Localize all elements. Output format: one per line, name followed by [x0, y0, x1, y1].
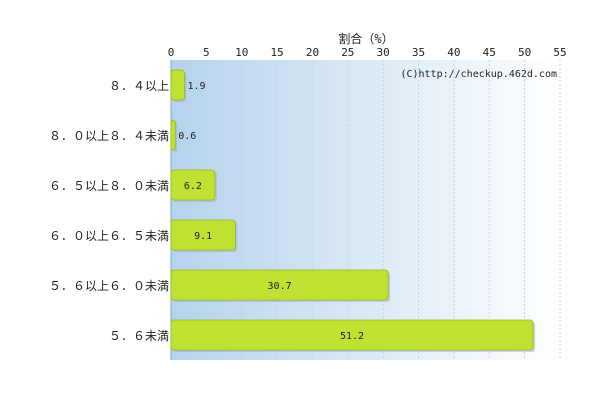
bar: [170, 319, 534, 351]
category-label: ５．６未満: [109, 329, 169, 343]
value-label: 51.2: [340, 331, 364, 342]
bar: [170, 269, 389, 301]
x-tick-label: 15: [270, 46, 283, 59]
x-tick-label: 0: [168, 46, 175, 59]
value-label: 0.6: [178, 131, 196, 142]
value-label: 9.1: [194, 231, 212, 242]
value-label: 6.2: [184, 181, 202, 192]
gridlines: [170, 60, 561, 360]
x-tick-label: 25: [341, 46, 354, 59]
x-tick-label: 10: [235, 46, 248, 59]
category-label: ８．０以上８．４未満: [49, 129, 169, 143]
category-label: ５．６以上６．０未満: [49, 279, 169, 293]
x-tick-label: 45: [483, 46, 496, 59]
x-tick-label: 35: [412, 46, 425, 59]
category-label: ６．０以上６．５未満: [49, 229, 169, 243]
x-tick-label: 20: [306, 46, 319, 59]
category-labels: ８．４以上 ８．０以上８．４未満 ６．５以上８．０未満 ６．０以上６．５未満 ５．６以上…: [49, 79, 169, 343]
bar: [170, 69, 185, 101]
value-label: 1.9: [187, 81, 205, 92]
plot-area: [171, 60, 560, 360]
x-tick-label: 30: [377, 46, 390, 59]
credit-text: (C)http://checkup.462d.com: [400, 69, 557, 80]
x-tick-label: 40: [447, 46, 460, 59]
category-label: ８．４以上: [109, 79, 169, 93]
x-axis-title: 割合（%）: [338, 31, 393, 46]
x-tick-labels: 0 5 10 15 20 25 30 35 40 45 50 55: [168, 46, 567, 59]
x-tick-label: 5: [203, 46, 210, 59]
value-label: 30.7: [268, 281, 292, 292]
bar: [170, 119, 176, 151]
category-label: ６．５以上８．０未満: [49, 179, 169, 193]
bar: [170, 169, 216, 201]
x-tick-label: 50: [518, 46, 531, 59]
bar: [170, 219, 236, 251]
value-labels: 1.9 0.6 6.2 9.1 30.7 51.2: [178, 81, 364, 342]
bars: [170, 69, 536, 352]
x-tick-label: 55: [553, 46, 566, 59]
